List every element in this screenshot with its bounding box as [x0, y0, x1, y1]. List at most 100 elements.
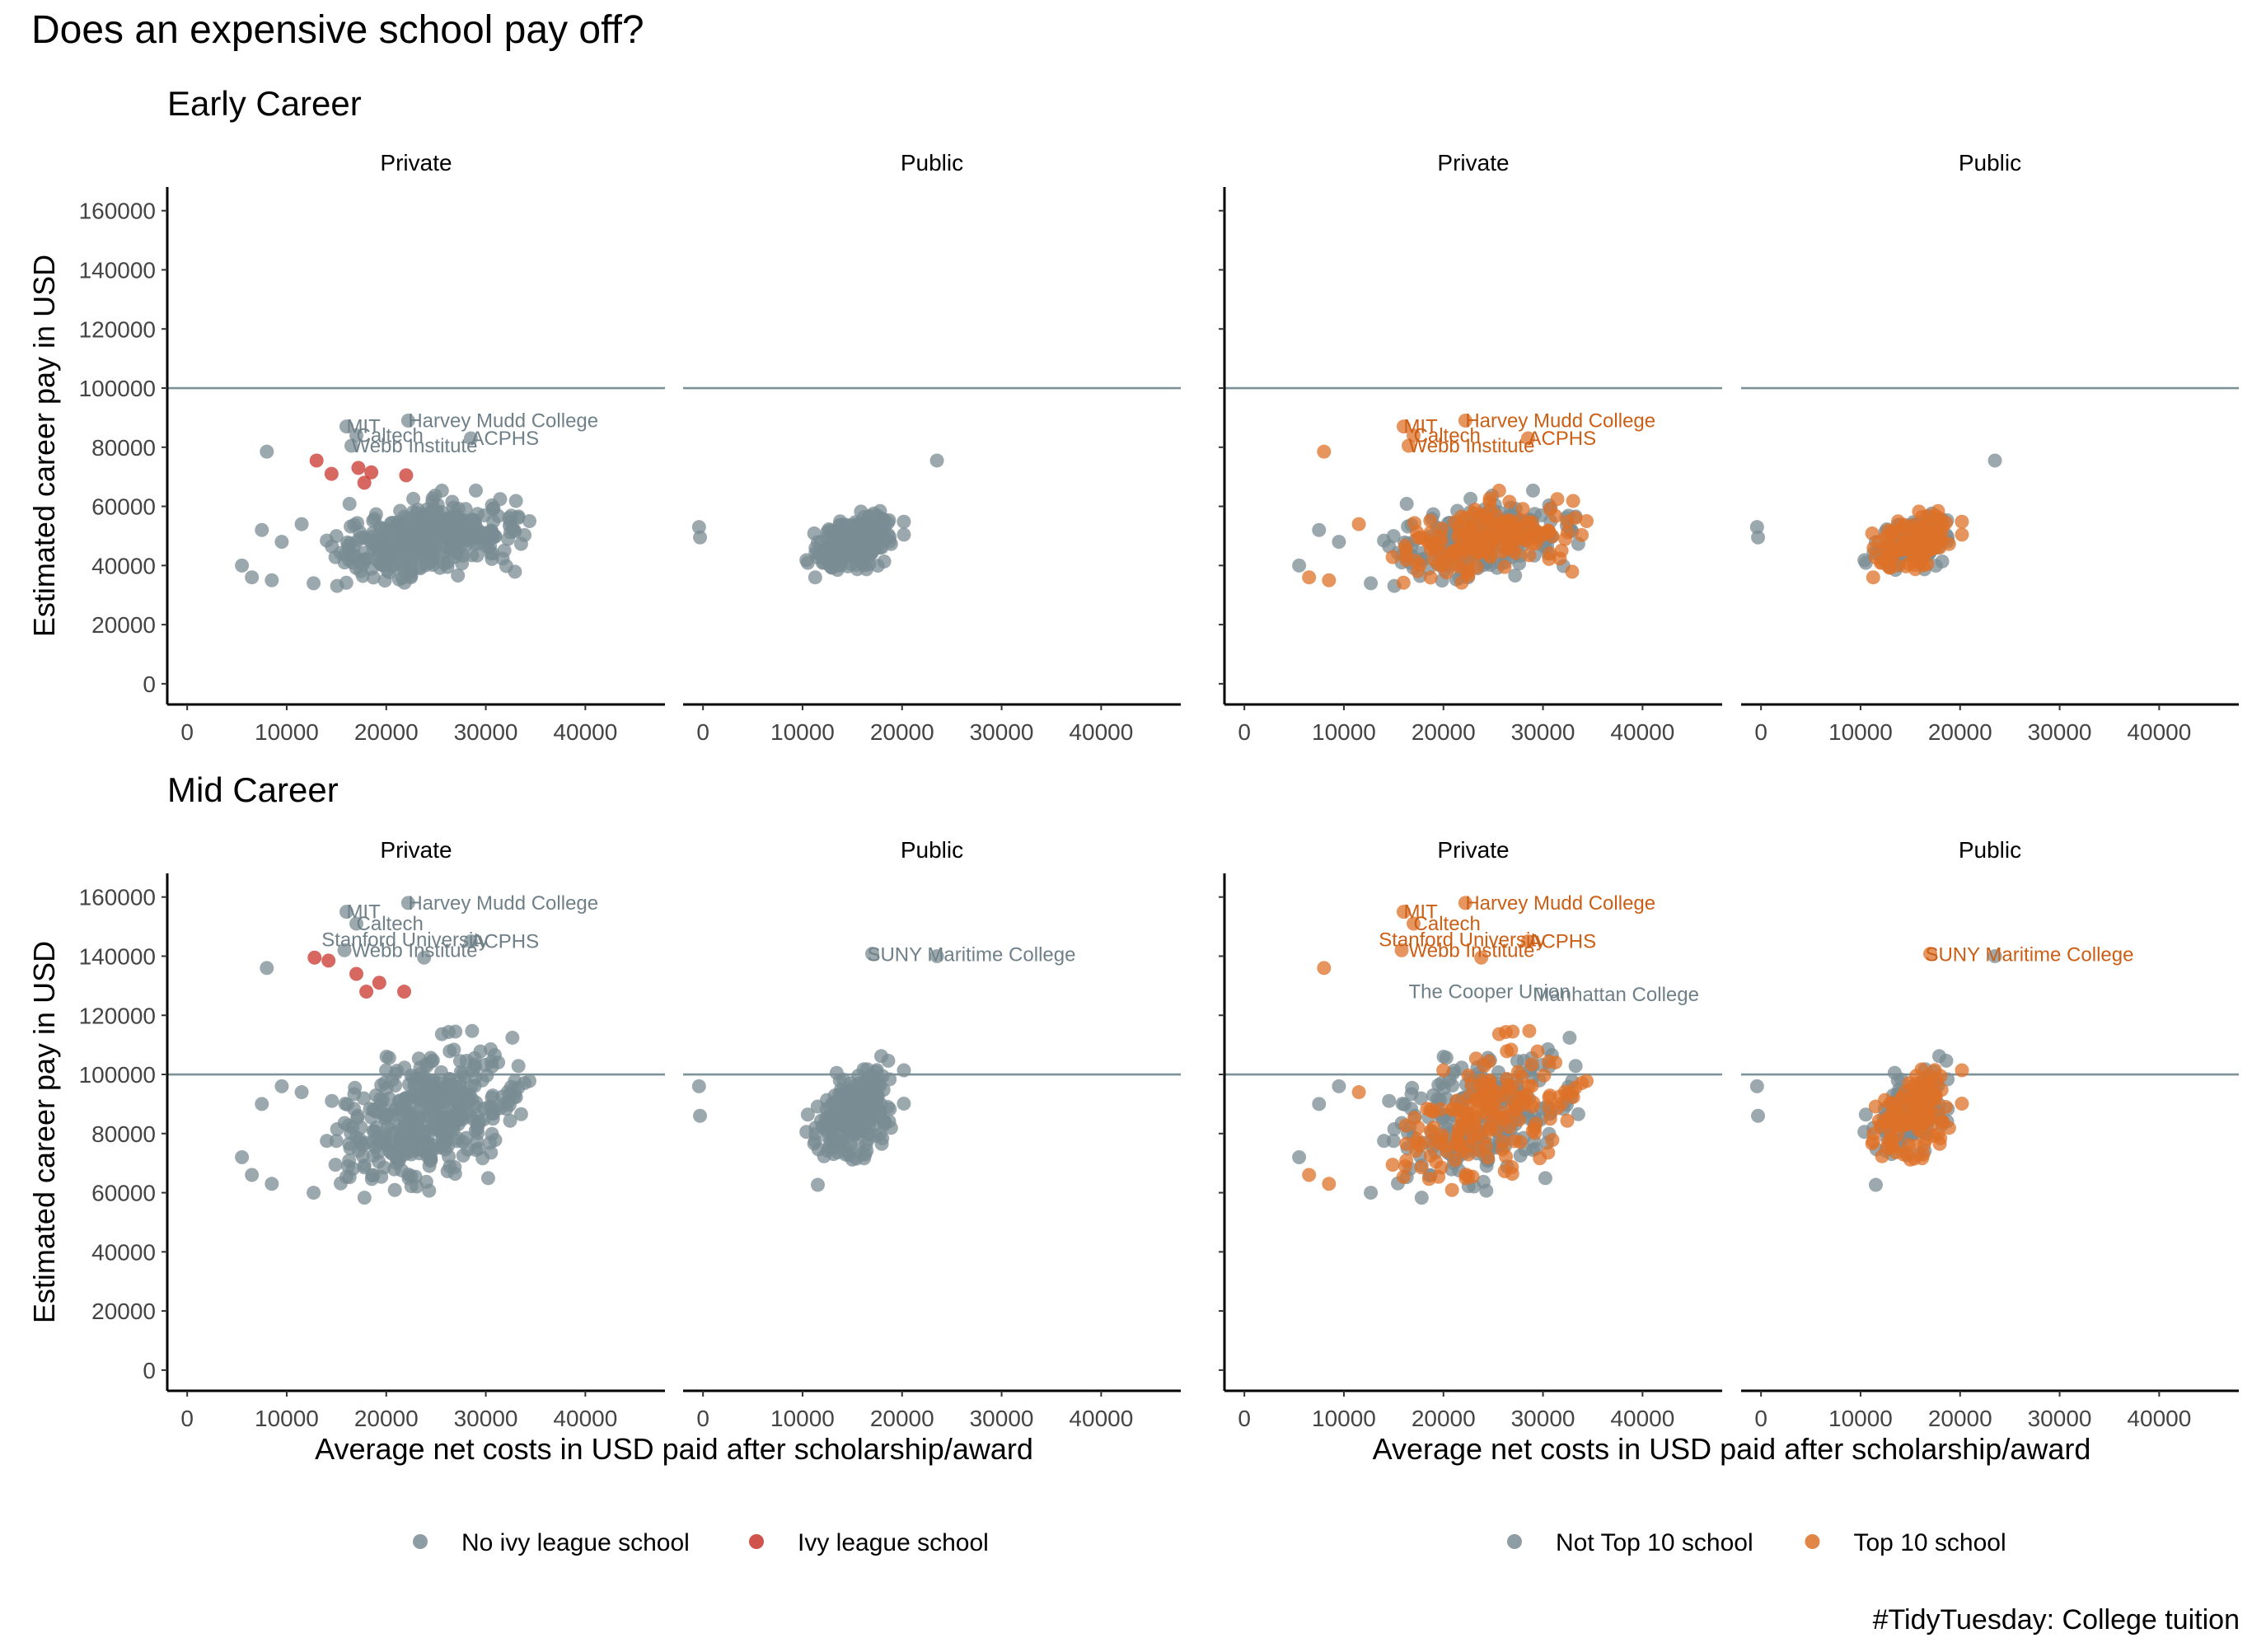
point-text-label: ACPHS [1528, 428, 1596, 450]
point-private-ivy-panel [444, 1081, 459, 1096]
point-private-ivy-panel [404, 1179, 419, 1194]
point-private-not-top10 [1538, 1171, 1552, 1186]
point-private-ivy-panel [401, 552, 416, 567]
point-public-ivy-panel [897, 514, 911, 529]
point-public-top10 [1903, 1152, 1917, 1167]
point-private-ivy-panel [366, 1102, 381, 1117]
point-private-top10 [1513, 512, 1528, 527]
point-private-not-top10 [1436, 1049, 1451, 1064]
x-tick-label: 20000 [870, 719, 934, 745]
point-private-ivy-panel [422, 1183, 437, 1198]
point-public-ivy-panel [836, 538, 851, 553]
point-labeled-school [1458, 413, 1472, 428]
point-public-ivy-panel [877, 554, 892, 569]
point-private-top10 [1385, 1158, 1400, 1172]
point-private-top10 [1435, 522, 1449, 536]
point-private-ivy-panel [456, 1148, 471, 1163]
point-private-top10 [1436, 1063, 1451, 1078]
point-private-top10 [1423, 1134, 1438, 1149]
x-tick-label: 40000 [1610, 719, 1674, 745]
point-public-top10 [1955, 527, 1969, 542]
point-private-ivy-panel [452, 1054, 467, 1069]
point-private-ivy-panel [451, 1111, 466, 1126]
point-public-ivy-panel [873, 1049, 888, 1064]
point-public-top10 [1885, 526, 1900, 541]
point-public-ivy-panel [866, 506, 881, 521]
point-text-label: Manhattan College [1533, 984, 1698, 1006]
point-text-label: Harvey Mudd College [1465, 409, 1655, 432]
point-private-top10 [1461, 564, 1476, 578]
point-private-top10 [1468, 1051, 1483, 1066]
point-public-ivy-panel [829, 547, 844, 562]
point-ivy-league [309, 453, 324, 468]
x-tick-label: 20000 [1928, 719, 1992, 745]
x-tick-label: 0 [1754, 719, 1767, 745]
point-text-label: Caltech [1414, 913, 1481, 935]
point-private-top10 [1491, 483, 1506, 498]
point-private-ivy-panel [412, 1093, 427, 1107]
point-private-top10 [1530, 1044, 1545, 1059]
point-private-ivy-panel [426, 1100, 441, 1115]
point-public-ivy-panel [800, 555, 815, 570]
point-private-ivy-panel [462, 514, 477, 529]
point-private-top10 [1351, 1085, 1366, 1100]
point-private-not-top10 [1312, 522, 1327, 537]
point-private-ivy-panel [390, 516, 405, 531]
point-private-ivy-panel [493, 492, 508, 507]
point-private-ivy-panel [344, 519, 358, 534]
plot-layer: Early Career Estimated career pay in USD P… [27, 84, 2239, 1556]
point-public-ivy-panel [799, 1125, 814, 1140]
point-public-ivy-panel [866, 1087, 881, 1102]
point-private-top10 [1502, 494, 1517, 509]
point-private-not-top10 [1386, 529, 1401, 544]
point-public-ivy-panel [827, 1088, 842, 1103]
point-private-not-top10 [1510, 1054, 1524, 1069]
point-private-ivy-panel [245, 570, 260, 585]
point-ivy-league [364, 465, 379, 480]
point-private-top10 [1469, 1093, 1484, 1107]
point-text-label: SUNY Maritime College [867, 944, 1075, 966]
point-private-ivy-panel [483, 538, 498, 553]
y-tick-label: 160000 [79, 199, 156, 224]
point-labeled-school [344, 438, 358, 453]
point-text-label: Webb Institute [1408, 939, 1534, 962]
point-public-ivy-panel [813, 1113, 828, 1128]
point-private-ivy-panel [399, 1105, 414, 1120]
point-private-ivy-panel [438, 1094, 452, 1109]
point-public-ivy-panel [813, 535, 828, 550]
point-private-ivy-panel [483, 1135, 498, 1150]
point-private-top10 [1524, 1057, 1539, 1072]
point-private-top10 [1468, 517, 1483, 531]
point-private-not-top10 [1568, 1059, 1583, 1074]
point-suny-maritime [1923, 947, 1938, 962]
point-private-top10 [1505, 1167, 1519, 1182]
point-private-top10 [1434, 535, 1449, 550]
point-private-ivy-panel [451, 568, 466, 583]
point-private-ivy-panel [511, 1059, 526, 1074]
y-tick-label: 20000 [91, 612, 156, 638]
point-private-ivy-panel [456, 548, 471, 563]
point-public-top10 [1933, 1130, 1948, 1145]
point-public-top10 [1866, 1134, 1880, 1149]
point-text-label: MIT [346, 901, 381, 924]
x-tick-label: 20000 [354, 719, 419, 745]
point-private-ivy-panel [451, 1131, 466, 1146]
point-labeled-school [349, 916, 364, 931]
point-private-top10 [1560, 1113, 1575, 1128]
point-private-top10 [1468, 532, 1483, 547]
x-tick-label: 0 [180, 719, 194, 745]
point-private-top10 [1435, 1128, 1450, 1143]
point-private-ivy-panel [434, 1027, 449, 1041]
point-private-ivy-panel [470, 548, 485, 563]
point-private-ivy-panel [260, 444, 274, 459]
point-labeled-school [1474, 950, 1489, 965]
point-text-label: ACPHS [471, 428, 539, 450]
point-public-ivy-panel [826, 1134, 841, 1149]
point-private-not-top10 [1382, 1093, 1397, 1108]
point-private-top10 [1560, 514, 1575, 529]
point-private-not-top10 [1364, 1186, 1379, 1200]
point-labeled-school [463, 431, 478, 446]
point-private-top10 [1501, 1081, 1516, 1096]
point-public-ivy-panel [854, 1088, 868, 1103]
